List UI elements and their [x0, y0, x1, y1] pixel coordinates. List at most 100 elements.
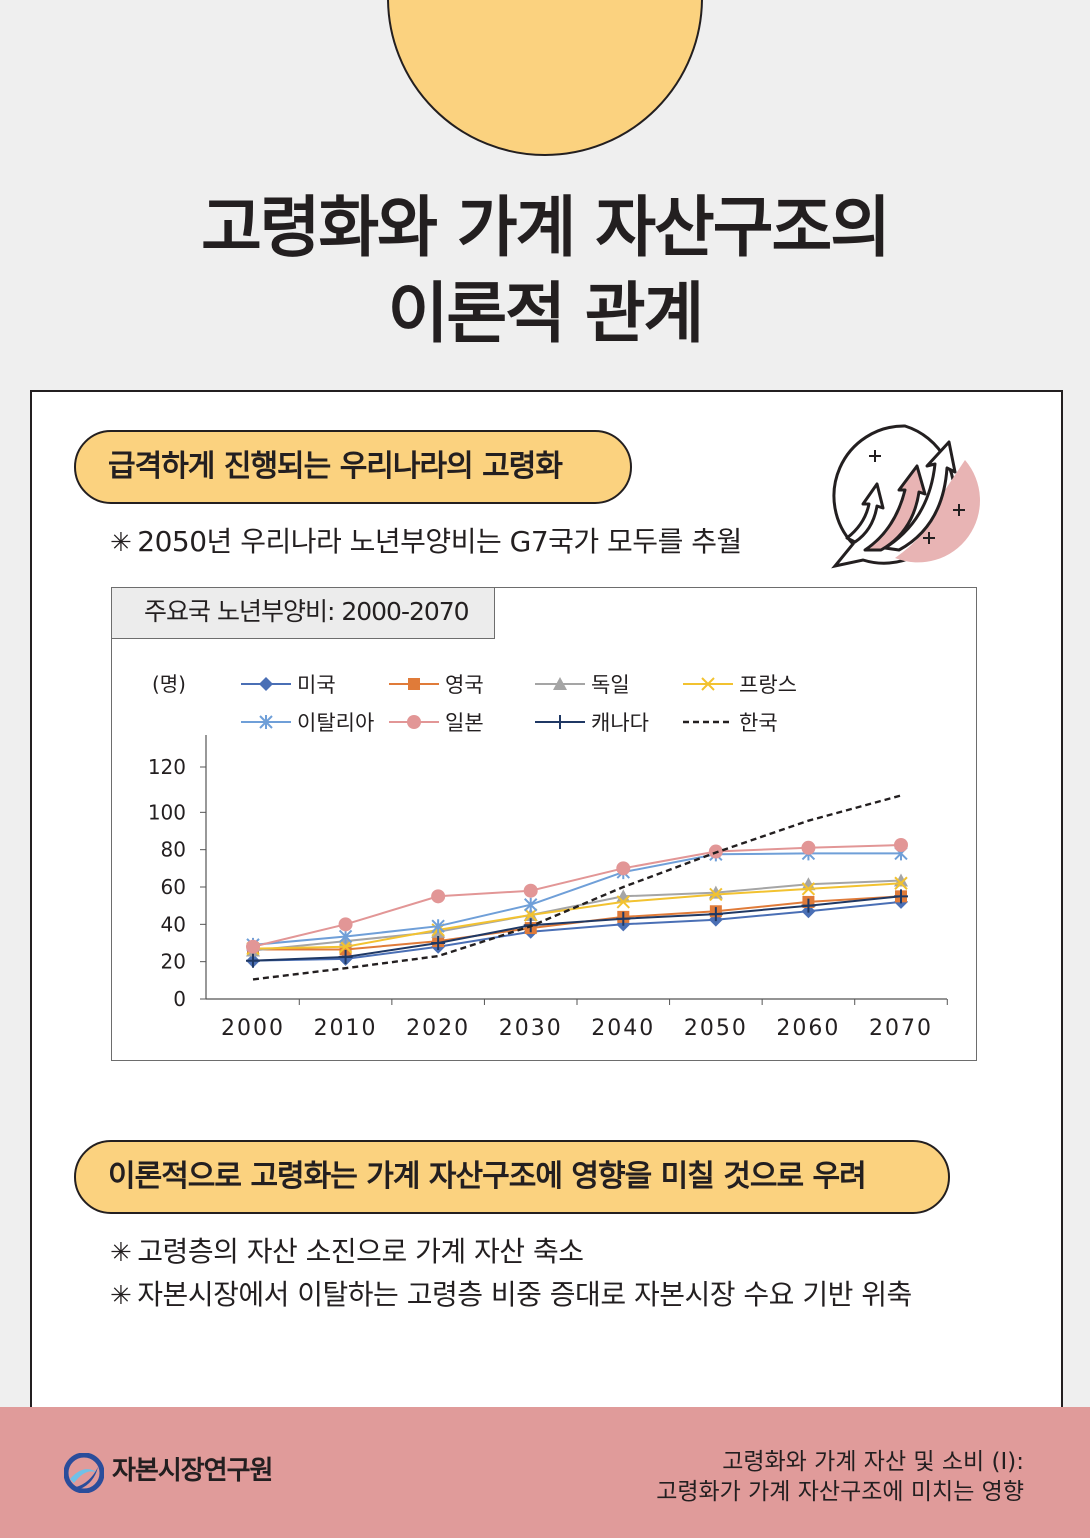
bullet-star-icon: ✳ [110, 528, 132, 558]
document-title-line2: 고령화가 가계 자산구조에 미치는 영향 [656, 1479, 1024, 1505]
x-tick-label: 2070 [869, 1016, 933, 1041]
section1-bullet-text: 2050년 우리나라 노년부양비는 G7국가 모두를 추월 [137, 525, 742, 558]
legend-item: 캐나다 [535, 711, 649, 735]
data-point [524, 897, 538, 912]
x-tick-label: 2020 [406, 1016, 470, 1041]
document-title: 고령화와 가계 자산 및 소비 (I): 고령화가 가계 자산구조에 미치는 영… [656, 1447, 1024, 1507]
x-tick-label: 2010 [314, 1016, 378, 1041]
legend-label: 캐나다 [591, 711, 649, 735]
section1-heading: 급격하게 진행되는 우리나라의 고령화 [74, 430, 632, 504]
x-tick-label: 2000 [221, 1016, 285, 1041]
data-point [431, 889, 446, 904]
legend-label: 미국 [297, 673, 336, 697]
legend-item: 이탈리아 [241, 711, 374, 735]
data-point [709, 887, 723, 902]
y-tick-label: 80 [161, 838, 186, 862]
y-tick-label: 60 [161, 875, 186, 899]
data-point [616, 861, 631, 876]
bullet-star-icon: ✳ [110, 1238, 132, 1268]
series-8 [252, 794, 902, 981]
page-title-line2: 이론적 관계 [387, 275, 705, 352]
legend-marker [553, 677, 567, 690]
legend-marker [408, 678, 420, 690]
org-name: 자본시장연구원 [112, 1456, 273, 1486]
data-point [894, 876, 908, 890]
x-tick-label: 2060 [776, 1016, 840, 1041]
series-line [252, 794, 902, 981]
chart-frame [111, 587, 977, 1061]
legend-item: 프랑스 [683, 673, 797, 697]
y-tick-label: 100 [148, 800, 186, 824]
rising-arrows-icon [831, 424, 980, 569]
legend-label: 독일 [591, 673, 630, 697]
data-point [801, 882, 816, 896]
data-point [246, 939, 260, 954]
data-point [338, 917, 353, 932]
data-point [431, 919, 445, 934]
y-tick-label: 40 [161, 912, 186, 936]
section1-bullet: ✳ 2050년 우리나라 노년부양비는 G7국가 모두를 추월 [110, 524, 742, 561]
chart-title: 주요국 노년부양비: 2000-2070 [111, 587, 495, 639]
series-line [252, 895, 902, 962]
data-point [801, 840, 816, 855]
legend-item: 독일 [535, 673, 630, 697]
data-point [801, 898, 816, 913]
legend-marker [407, 715, 421, 729]
data-point [524, 908, 538, 922]
data-point [894, 889, 908, 904]
data-point [338, 950, 353, 964]
series-line [252, 844, 902, 948]
legend-marker [553, 715, 567, 729]
page-title-line1: 고령화와 가계 자산구조의 [201, 189, 891, 266]
legend-marker [259, 715, 273, 729]
org-logo-icon [64, 1453, 104, 1493]
section2-bullet-2-text: 자본시장에서 이탈하는 고령층 비중 증대로 자본시장 수요 기반 위축 [137, 1278, 912, 1311]
section2-bullet-1: ✳ 고령층의 자산 소진으로 가계 자산 축소 [110, 1234, 584, 1271]
series-line [252, 882, 902, 950]
legend-label: 일본 [445, 711, 484, 735]
data-point [338, 940, 353, 954]
footer: 자본시장연구원 고령화와 가계 자산 및 소비 (I): 고령화가 가계 자산구… [0, 1407, 1090, 1538]
page-title: 고령화와 가계 자산구조의 이론적 관계 [0, 185, 1090, 357]
data-point [894, 838, 908, 852]
legend-item: 미국 [241, 673, 336, 697]
legend-item: 영국 [389, 673, 484, 697]
legend-item: 일본 [389, 711, 484, 735]
bullet-star-icon: ✳ [110, 1281, 132, 1311]
section2-bullet-2: ✳ 자본시장에서 이탈하는 고령층 비중 증대로 자본시장 수요 기반 위축 [110, 1277, 912, 1314]
series-4 [246, 876, 908, 956]
y-tick-label: 0 [173, 987, 186, 1011]
legend-item: 한국 [683, 711, 778, 735]
data-point [801, 877, 816, 891]
series-line [252, 852, 901, 946]
chart-plot-area [246, 794, 908, 981]
data-point [246, 953, 260, 968]
legend-label: 한국 [739, 711, 778, 735]
data-point [616, 895, 630, 909]
x-tick-label: 2030 [499, 1016, 563, 1041]
data-point [431, 936, 446, 950]
data-point [523, 883, 538, 898]
data-point [338, 929, 353, 944]
legend-label: 프랑스 [739, 673, 797, 697]
legend-marker [259, 677, 273, 691]
y-tick-label: 120 [148, 755, 186, 779]
section2-heading: 이론적으로 고령화는 가계 자산구조에 영향을 미칠 것으로 우려 [74, 1140, 950, 1214]
section2-bullet-1-text: 고령층의 자산 소진으로 가계 자산 축소 [137, 1235, 584, 1268]
x-tick-label: 2040 [591, 1016, 655, 1041]
legend-label: 영국 [445, 673, 484, 697]
document-title-line1: 고령화와 가계 자산 및 소비 (I): [722, 1449, 1024, 1475]
data-point [616, 911, 631, 926]
y-axis-label: (명) [152, 672, 186, 696]
section-number-badge: 1 [387, 0, 703, 156]
series-line [252, 900, 902, 962]
legend-marker [701, 677, 715, 691]
y-tick-label: 20 [161, 950, 186, 974]
series-7 [246, 889, 908, 968]
x-tick-label: 2050 [684, 1016, 748, 1041]
legend-label: 이탈리아 [297, 711, 374, 735]
data-point [708, 907, 723, 922]
